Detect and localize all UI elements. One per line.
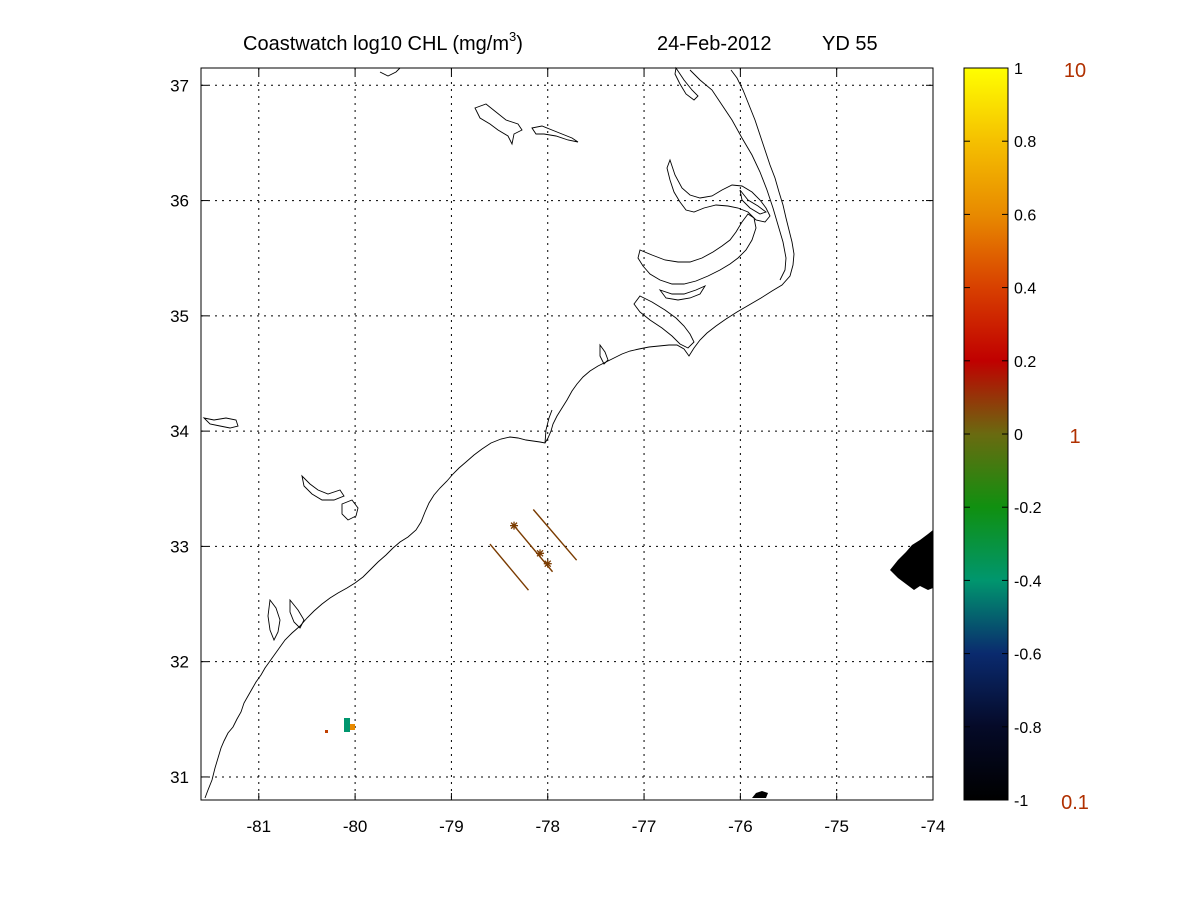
colorbar-linear-label: 0.1: [1061, 792, 1089, 814]
lon-tick-label: -74: [921, 817, 946, 836]
james-river: [379, 67, 401, 77]
mainland-coastline: [204, 69, 795, 799]
colorbar-ticks: -1 -0.8 -0.6 -0.4 -0.2 0 0.2 0.4 0.6 0.8 1: [964, 61, 1042, 810]
lon-tick-label: -79: [439, 817, 464, 836]
map-title: Coastwatch log10 CHL (mg/m3): [243, 29, 523, 55]
colorbar-tick-label: -0.8: [1014, 720, 1042, 737]
offshore-chl-pixel-orange: [350, 724, 355, 730]
lake-marion: [301, 474, 345, 501]
va-estuary: [739, 189, 767, 215]
chl-data-pixels: [325, 530, 933, 798]
pamlico-sound-shore: [637, 213, 757, 285]
colorbar-tick-label: 0.8: [1014, 134, 1036, 151]
lake-moultrie: [341, 499, 359, 521]
transect-line-1: [532, 509, 578, 561]
latitude-axis: 31 32 33 34 35 36 37: [170, 76, 933, 787]
colorbar-tick-label: -0.6: [1014, 647, 1042, 664]
neuse-river: [633, 295, 695, 349]
lat-tick-label: 33: [170, 537, 189, 556]
lat-tick-label: 31: [170, 768, 189, 787]
colorbar-tick-label: 0.4: [1014, 281, 1036, 298]
colorbar-tick-label: 0: [1014, 427, 1023, 444]
lon-tick-label: -78: [535, 817, 560, 836]
transect-line-2: [489, 543, 530, 591]
station-marker-1: [536, 549, 545, 558]
lake-hartwell: [202, 417, 239, 429]
longitude-axis: -81 -80 -79 -78 -77 -76 -75 -74: [247, 68, 946, 836]
colorbar-scale: [963, 67, 1009, 801]
title-unit-superscript: 3: [509, 29, 516, 44]
lon-tick-label: -75: [824, 817, 849, 836]
title-product: Coastwatch log10 CHL (mg/m: [243, 33, 509, 55]
coastline: [202, 66, 795, 799]
lake-gaston: [531, 125, 579, 143]
colorbar-linear-label: 10: [1064, 60, 1086, 82]
savannah-inlet: [267, 598, 281, 642]
colorbar-tick-label: 0.2: [1014, 354, 1036, 371]
offshore-chl-pixel-red: [325, 730, 328, 733]
lon-tick-label: -77: [632, 817, 657, 836]
colorbar-tick-label: -0.2: [1014, 500, 1042, 517]
outer-banks: [689, 69, 787, 281]
title-yearday: YD 55: [822, 33, 878, 55]
lat-tick-label: 35: [170, 307, 189, 326]
colorbar: -1 -0.8 -0.6 -0.4 -0.2 0 0.2 0.4 0.6 0.8 1 10 1 0.1: [963, 60, 1089, 814]
colorbar-tick-label: 1: [1014, 61, 1023, 78]
station-marker-0: [510, 521, 519, 530]
cape-fear-river: [544, 409, 553, 444]
lat-tick-label: 36: [170, 192, 189, 211]
title-close-paren: ): [516, 33, 523, 55]
title-date: 24-Feb-2012: [657, 33, 772, 55]
colorbar-tick-label: 0.6: [1014, 207, 1036, 224]
lon-tick-label: -80: [343, 817, 368, 836]
south-edge-low-chl-patch: [752, 791, 768, 798]
station-marker-2: [543, 559, 552, 568]
station-markers: [510, 521, 552, 568]
nc-inlet-small: [599, 343, 609, 365]
lon-tick-label: -81: [247, 817, 272, 836]
chesapeake-tip: [674, 66, 699, 101]
gulfstream-low-chl-patch: [890, 530, 933, 590]
lat-tick-label: 34: [170, 422, 189, 441]
pamlico-river: [658, 284, 707, 301]
colorbar-linear-labels: 10 1 0.1: [1061, 60, 1089, 814]
kerr-lake: [474, 103, 523, 146]
offshore-chl-pixel-green: [344, 718, 350, 732]
map-axes: -81 -80 -79 -78 -77 -76 -75 -74 31 32 33 34 35 36 37: [170, 66, 946, 836]
map-background: [201, 68, 933, 800]
colorbar-tick-label: -0.4: [1014, 573, 1042, 590]
map-frame: [200, 67, 934, 801]
sc-estuary-1: [289, 598, 305, 629]
colorbar-linear-label: 1: [1069, 426, 1080, 448]
colorbar-tick-label: -1: [1014, 793, 1028, 810]
lat-tick-label: 32: [170, 653, 189, 672]
lat-tick-label: 37: [170, 76, 189, 95]
lon-tick-label: -76: [728, 817, 753, 836]
albemarle-sound: [666, 158, 771, 223]
